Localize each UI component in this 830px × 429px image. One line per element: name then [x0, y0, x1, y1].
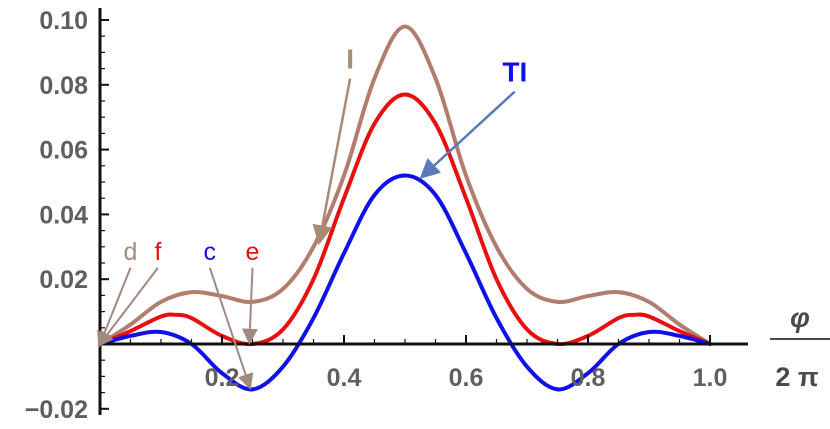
annotation-label: TI [502, 57, 527, 88]
series-line-2 [98, 92, 712, 347]
annotation-label: f [154, 238, 161, 266]
y-tick-label: −0.02 [25, 396, 88, 424]
annotation-label: I [346, 44, 354, 75]
y-tick-label: 0.10 [39, 7, 88, 35]
annotation-label: e [246, 238, 260, 266]
x-axis-label-denominator: 2 π [775, 362, 818, 392]
series-layer [98, 24, 712, 392]
x-tick-label: 0.4 [327, 364, 362, 392]
x-tick-label: 0.2 [205, 364, 240, 392]
x-tick-label: 0.6 [449, 364, 484, 392]
annotation-arrow [208, 267, 254, 390]
y-tick-label: 0.04 [39, 201, 88, 229]
annotation-arrow [241, 267, 258, 345]
annotation-arrow [312, 78, 352, 246]
annotation-arrow [419, 90, 516, 179]
y-tick-label: 0.08 [39, 72, 88, 100]
x-tick-label: 0.8 [571, 364, 606, 392]
annotation-label: c [204, 238, 217, 266]
series-line-1 [98, 24, 712, 346]
annotation-label: d [124, 238, 138, 266]
series-line-3 [98, 173, 712, 392]
x-axis-label-numerator: φ [790, 302, 810, 333]
x-axis-label: φ 2 π [770, 302, 830, 392]
y-tick-label: 0.02 [39, 266, 88, 294]
x-tick-label: 1.0 [693, 364, 728, 392]
y-tick-label: 0.06 [39, 137, 88, 165]
axes-layer: −0.02 0.02 0.04 0.06 0.08 0.10 0.2 0.4 0.6 0.8 1.0 [25, 7, 748, 424]
annotation-arrow [97, 267, 159, 348]
annotation-layer: I TI d f c e [97, 44, 527, 390]
